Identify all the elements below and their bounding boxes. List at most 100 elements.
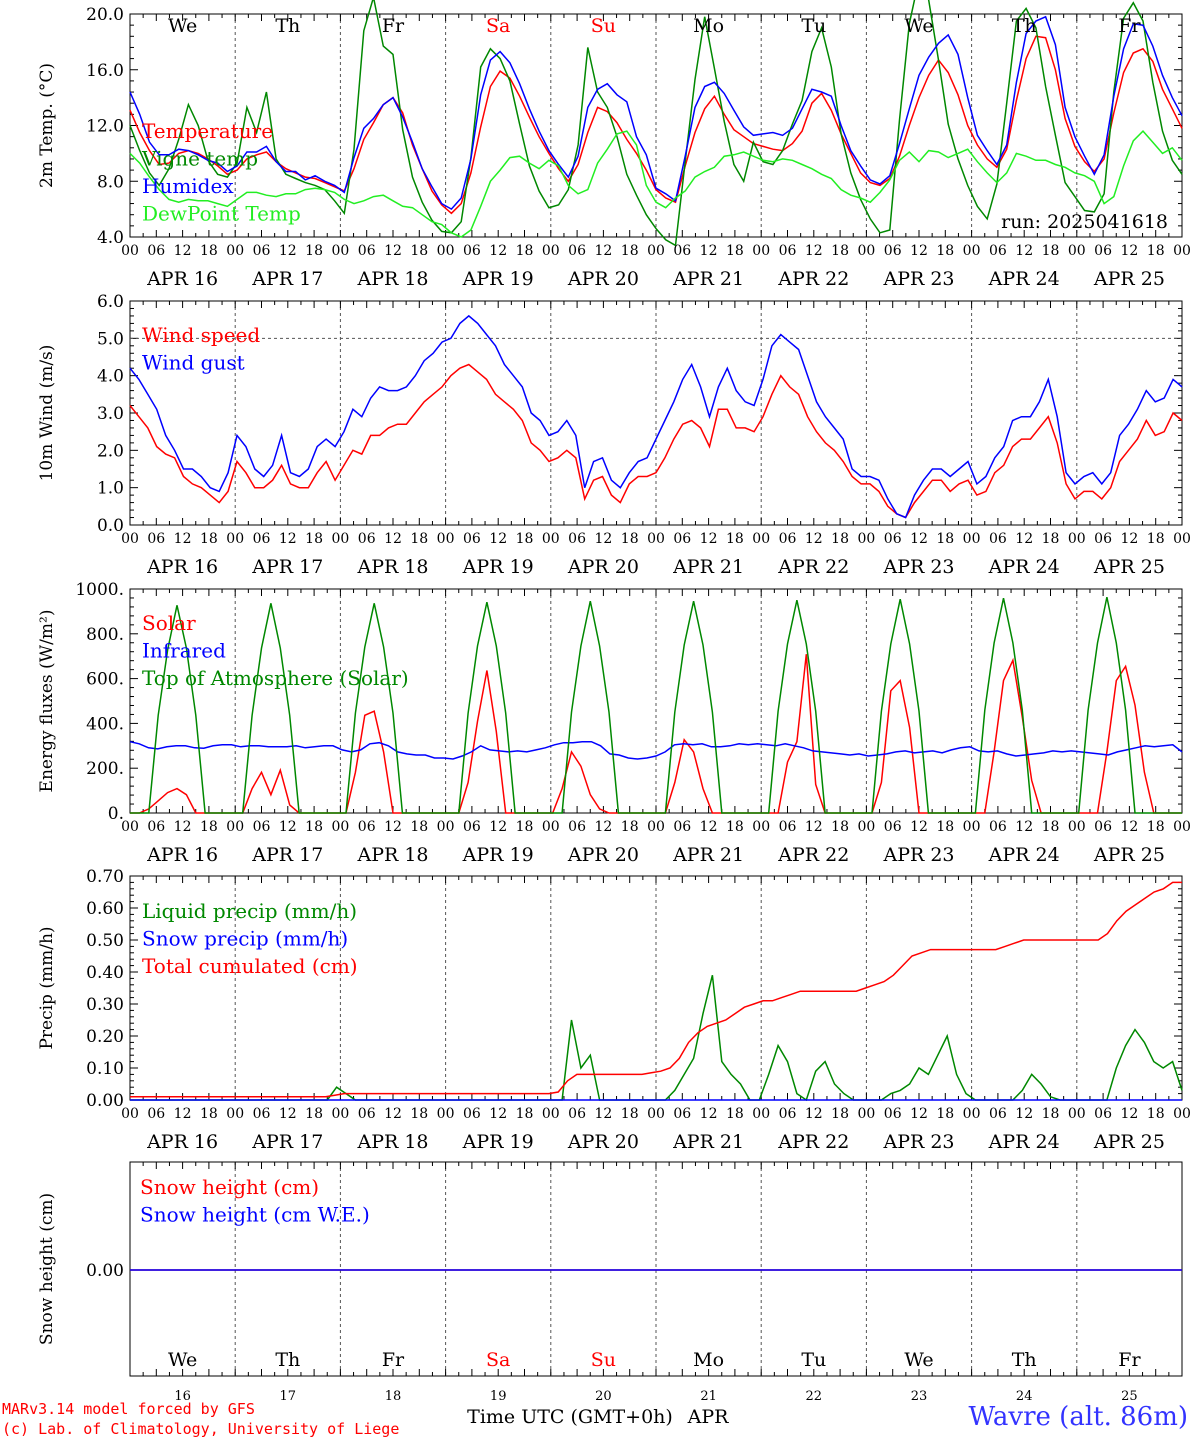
precip-hour-label: 00 [1068, 1106, 1086, 1122]
wind-ytick-label: 5.0 [97, 329, 124, 349]
temp-hour-label: 00 [752, 243, 770, 259]
wind-series-wind-gust [129, 314, 1183, 519]
precip-date-label: APR 22 [777, 1131, 849, 1153]
wind-hour-label: 18 [726, 531, 744, 547]
energy-ytick-label: 400. [86, 714, 124, 734]
temp-hour-label: 12 [700, 243, 718, 259]
energy-hour-label: 00 [857, 819, 875, 835]
precip-hour-label: 00 [647, 1106, 665, 1122]
snow-legend-item: Snow height (cm W.E.) [140, 1203, 370, 1227]
energy-hour-label: 18 [1147, 819, 1165, 835]
wind-hour-label: 18 [410, 531, 428, 547]
snow-weekday-label: Su [591, 1349, 616, 1371]
snow-weekday-label: We [168, 1349, 197, 1371]
temp-date-label: APR 16 [146, 268, 218, 290]
wind-hour-label: 00 [1173, 531, 1191, 547]
precip-hour-label: 18 [516, 1106, 534, 1122]
wind-series-wind-speed [129, 363, 1183, 519]
temp-hour-label: 06 [463, 243, 481, 259]
temp-legend-item: DewPoint Temp [142, 202, 301, 226]
temp-hour-label: 12 [1015, 243, 1033, 259]
precip-date-label: APR 21 [672, 1131, 744, 1153]
precip-date-label: APR 25 [1093, 1131, 1165, 1153]
wind-hour-label: 12 [384, 531, 402, 547]
wind-hour-label: 18 [1147, 531, 1165, 547]
wind-legend-item: Wind gust [142, 351, 245, 375]
temp-hour-label: 18 [1147, 243, 1165, 259]
temp-date-label: APR 24 [988, 268, 1060, 290]
temp-hour-label: 12 [489, 243, 507, 259]
energy-hour-label: 18 [305, 819, 323, 835]
wind-hour-label: 12 [700, 531, 718, 547]
wind-hour-label: 00 [647, 531, 665, 547]
wind-hour-label: 18 [936, 531, 954, 547]
energy-hour-label: 18 [726, 819, 744, 835]
temp-legend-item: Vigne temp [141, 147, 258, 171]
precip-ytick-label: 0.00 [86, 1091, 124, 1111]
bottom-day-number: 22 [806, 1389, 823, 1404]
precip-date-label: APR 20 [567, 1131, 639, 1153]
precip-hour-label: 00 [1173, 1106, 1191, 1122]
precip-date-label: APR 18 [356, 1131, 428, 1153]
temp-hour-label: 18 [305, 243, 323, 259]
temp-hour-label: 06 [568, 243, 586, 259]
temp-hour-label: 06 [147, 243, 165, 259]
precip-hour-label: 00 [542, 1106, 560, 1122]
temp-weekday-label: Fr [382, 15, 405, 37]
energy-hour-label: 12 [1120, 819, 1138, 835]
wind-hour-label: 12 [1120, 531, 1138, 547]
wind-hour-label: 12 [805, 531, 823, 547]
temp-weekday-label: Mo [693, 15, 724, 37]
precip-ylabel: Precip (mm/h) [37, 926, 57, 1049]
energy-hour-label: 00 [121, 819, 139, 835]
temp-weekday-label: Th [1012, 15, 1037, 37]
energy-date-label: APR 20 [567, 844, 639, 866]
precip-date-label: APR 23 [882, 1131, 954, 1153]
precip-ytick-label: 0.70 [86, 867, 124, 887]
snow-weekday-label: Fr [382, 1349, 405, 1371]
station-name: Wavre (alt. 86m) [968, 1402, 1188, 1432]
energy-hour-label: 00 [1068, 819, 1086, 835]
temp-hour-label: 18 [410, 243, 428, 259]
temp-hour-label: 06 [884, 243, 902, 259]
wind-hour-label: 00 [963, 531, 981, 547]
energy-hour-label: 12 [384, 819, 402, 835]
temp-hour-label: 18 [200, 243, 218, 259]
wind-ytick-label: 1.0 [97, 479, 124, 499]
energy-series-top-of-atmosphere-solar- [130, 596, 1182, 814]
energy-hour-label: 06 [253, 819, 271, 835]
temp-series-temperature [129, 35, 1183, 215]
temp-date-label: APR 21 [672, 268, 744, 290]
bottom-day-number: 24 [1016, 1389, 1033, 1404]
precip-ytick-label: 0.20 [86, 1027, 124, 1047]
wind-date-label: APR 16 [146, 556, 218, 578]
precip-date-label: APR 19 [462, 1131, 534, 1153]
temp-hour-label: 06 [779, 243, 797, 259]
energy-hour-label: 06 [884, 819, 902, 835]
wind-frame [129, 300, 1183, 526]
temp-ylabel: 2m Temp. (°C) [37, 63, 57, 188]
precip-hour-label: 00 [437, 1106, 455, 1122]
precip-hour-label: 18 [726, 1106, 744, 1122]
wind-legend-item: Wind speed [142, 323, 260, 347]
temp-legend-item: Temperature [142, 119, 273, 143]
precip-hour-label: 12 [700, 1106, 718, 1122]
temp-weekday-label: Su [591, 15, 616, 37]
temp-legend-item: Humidex [142, 174, 234, 198]
temp-weekday-label: We [168, 15, 197, 37]
wind-hour-label: 00 [437, 531, 455, 547]
precip-hour-label: 12 [279, 1106, 297, 1122]
temp-hour-label: 00 [226, 243, 244, 259]
energy-legend-item: Solar [142, 611, 196, 635]
precip-hour-label: 06 [147, 1106, 165, 1122]
temp-weekday-label: Th [275, 15, 300, 37]
precip-hour-label: 00 [963, 1106, 981, 1122]
energy-hour-label: 06 [147, 819, 165, 835]
temp-series-humidex [129, 15, 1183, 211]
energy-hour-label: 12 [1015, 819, 1033, 835]
wind-date-label: APR 25 [1093, 556, 1165, 578]
energy-hour-label: 06 [779, 819, 797, 835]
wind-hour-label: 00 [542, 531, 560, 547]
temp-hour-label: 18 [516, 243, 534, 259]
